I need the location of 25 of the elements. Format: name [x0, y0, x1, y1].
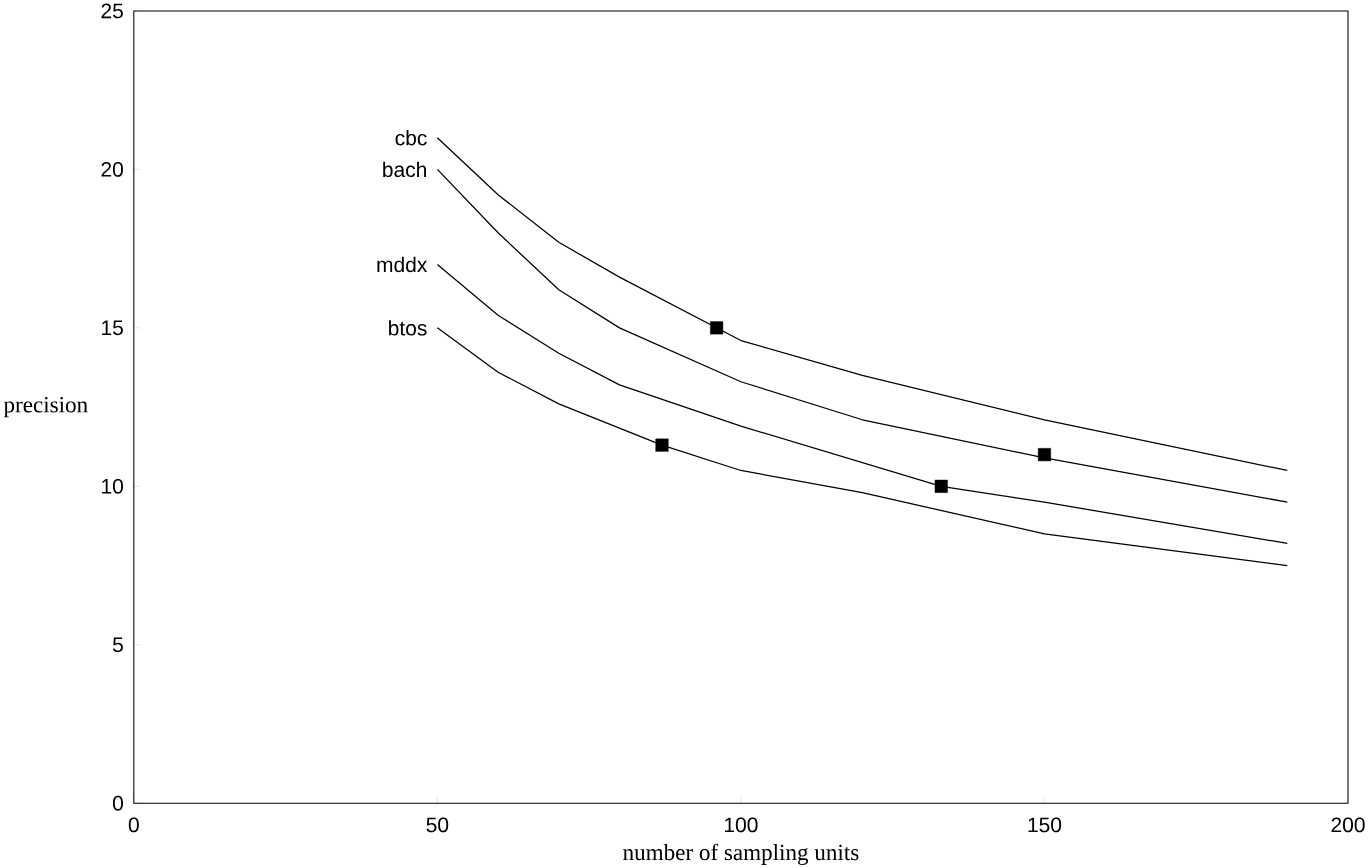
y-axis-title: precision — [3, 396, 88, 417]
line-series — [436, 168, 1288, 503]
line-series — [436, 136, 1288, 471]
x-tick-label: 200 — [1331, 817, 1365, 833]
series-label: cbc — [395, 129, 427, 146]
x-tick-label: 100 — [725, 817, 758, 833]
y-tick-label: 0 — [112, 795, 123, 811]
x-axis-title: number of sampling units — [623, 843, 859, 865]
line-series — [436, 327, 1288, 566]
point — [710, 321, 724, 335]
point — [1037, 447, 1051, 461]
y-tick-label: 20 — [101, 161, 123, 177]
y-tick-label: 15 — [102, 320, 123, 335]
y-tick-label: 5 — [112, 637, 123, 652]
line-series — [436, 263, 1288, 544]
x-tick-label: 0 — [128, 817, 139, 833]
x-tick-label: 150 — [1028, 817, 1062, 833]
point — [934, 479, 948, 493]
series-label: bach — [383, 161, 426, 177]
point — [655, 438, 669, 452]
x-tick-label: 50 — [426, 817, 449, 833]
y-tick-label: 25 — [101, 3, 123, 19]
series-label: btos — [389, 319, 427, 336]
y-tick-label: 10 — [102, 478, 123, 494]
series-label: mddx — [377, 256, 428, 272]
